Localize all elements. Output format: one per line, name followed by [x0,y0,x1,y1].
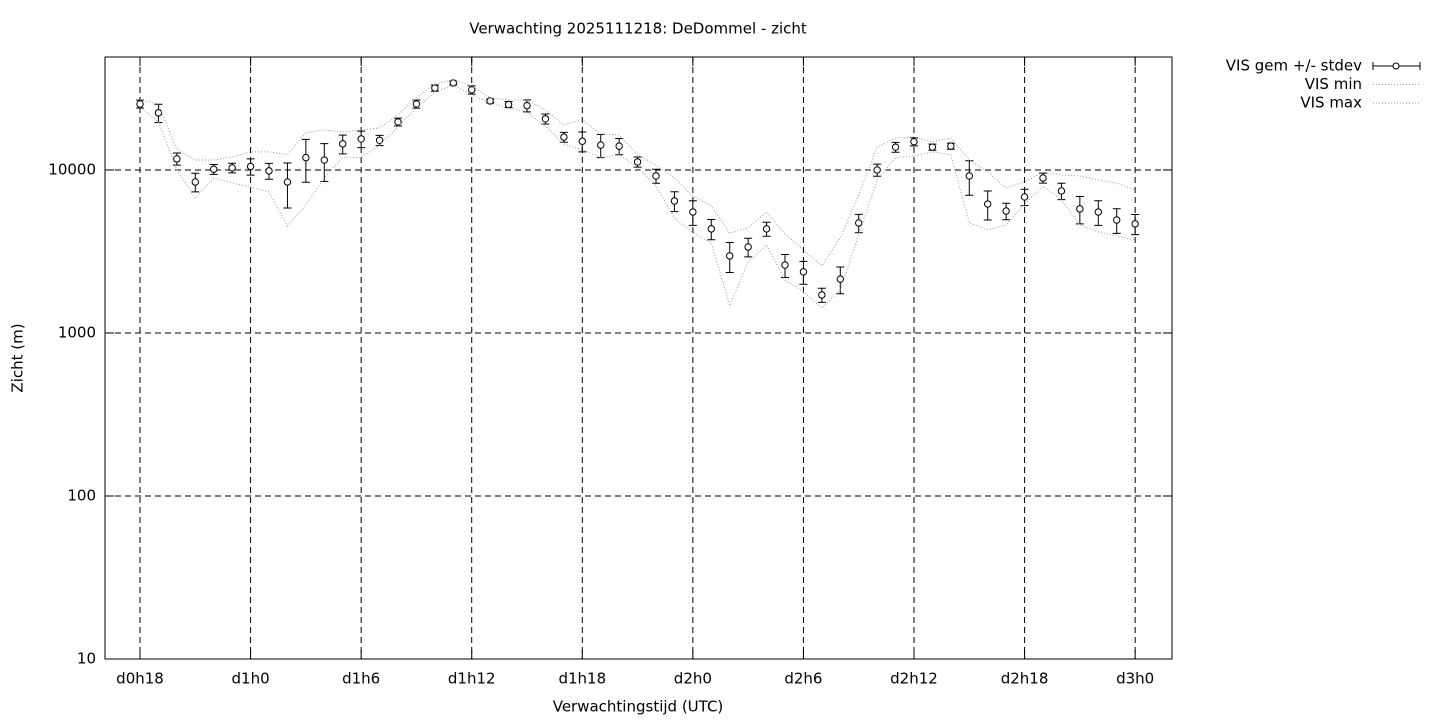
data-point [1076,205,1084,213]
range-line [139,79,1136,267]
data-point [670,197,679,205]
x-tick-label: d0h18 [116,670,164,688]
y-tick-label: 10 [77,650,96,668]
y-tick-label: 10000 [48,160,96,178]
data-point [799,268,808,276]
x-tick-label: d2h18 [1001,670,1049,688]
data-point [1057,187,1066,195]
data-point [744,243,752,251]
data-point [689,208,697,216]
data-point [1002,207,1010,215]
data-point [984,200,992,208]
data-point [136,100,144,108]
data-point [965,172,973,180]
x-axis-label: Verwachtingstijd (UTC) [553,698,724,716]
legend-label: VIS gem +/- stdev [1226,57,1362,75]
data-point [1039,174,1047,182]
y-axis-label: Zicht (m) [9,323,27,392]
data-point [191,178,199,186]
data-point [910,138,918,146]
x-tick-label: d3h0 [1116,670,1154,688]
data-point [891,143,900,151]
data-point [210,165,218,173]
data-point [468,86,476,94]
data-point [265,167,273,175]
data-point [855,219,863,227]
data-point [486,97,494,105]
data-point [412,100,421,108]
data-point [873,166,881,174]
data-point [339,140,347,148]
x-tick-label: d1h0 [232,670,270,688]
data-point [541,115,550,123]
data-point [228,164,236,172]
data-point [154,109,163,117]
data-point [320,156,328,164]
data-point [560,133,568,141]
legend-label: VIS max [1300,94,1362,112]
data-point [504,100,513,109]
data-point [375,136,384,145]
x-tick-label: d1h18 [558,670,606,688]
data-point [1131,220,1139,228]
data-point [1020,193,1029,201]
data-point [836,275,844,283]
x-tick-label: d2h6 [784,670,822,688]
legend-symbol [1392,62,1400,70]
data-point [928,143,937,151]
plot-frame [104,56,1173,660]
x-tick-label: d1h6 [342,670,380,688]
data-point [578,137,586,145]
y-tick-label: 100 [67,486,96,504]
x-tick-label: d2h0 [674,670,712,688]
data-point [615,142,623,150]
data-point [357,135,365,143]
data-point [1094,208,1102,216]
data-point [173,155,181,163]
data-point [781,261,789,269]
y-tick-label: 1000 [58,323,96,341]
x-tick-label: d1h12 [448,670,496,688]
data-point [1113,216,1121,224]
data-point [597,141,605,149]
legend-label: VIS min [1305,75,1362,93]
data-point [652,172,660,180]
data-point [431,84,439,92]
x-tick-label: d2h12 [890,670,938,688]
range-line [139,84,1136,309]
data-point [523,101,531,110]
chart-title: Verwachting 2025111218: DeDommel - zicht [469,20,807,38]
data-point [818,291,826,299]
data-point [302,153,310,162]
data-point [394,118,402,126]
data-point [762,225,771,233]
data-point [726,252,734,260]
data-point [633,158,642,166]
data-point [707,225,715,233]
data-point [246,162,255,171]
data-point [947,142,955,150]
data-point [283,178,292,186]
